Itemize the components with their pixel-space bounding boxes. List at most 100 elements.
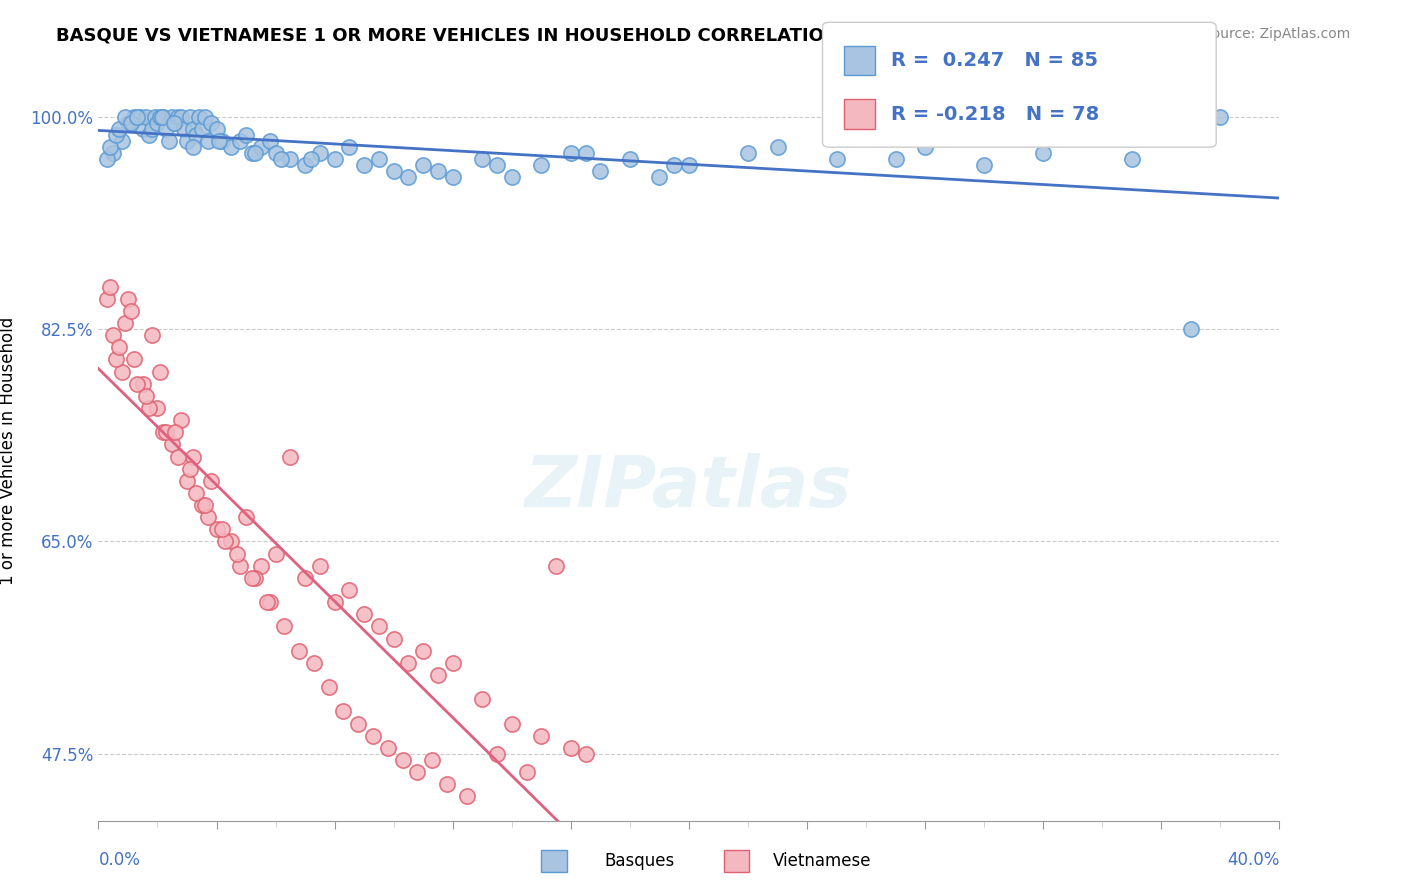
- Point: [162, 110, 183, 124]
- Text: 0.0%: 0.0%: [98, 851, 141, 869]
- Point: [391, 753, 413, 767]
- Point: [125, 376, 148, 391]
- Point: [120, 116, 142, 130]
- Point: [353, 607, 375, 622]
- Point: [560, 146, 582, 161]
- Point: [167, 110, 190, 124]
- Point: [412, 644, 434, 658]
- Point: [162, 437, 183, 451]
- Point: [264, 146, 287, 161]
- Point: [353, 158, 375, 172]
- Point: [163, 116, 186, 130]
- Point: [184, 486, 207, 500]
- Point: [318, 680, 340, 694]
- Point: [176, 474, 198, 488]
- Point: [152, 110, 174, 124]
- Point: [105, 128, 128, 142]
- Point: [339, 582, 361, 597]
- Point: [973, 158, 995, 172]
- Point: [128, 110, 150, 124]
- Point: [294, 571, 316, 585]
- Point: [135, 110, 157, 124]
- Point: [560, 740, 582, 755]
- Point: [187, 110, 209, 124]
- Point: [235, 510, 257, 524]
- Point: [243, 146, 266, 161]
- Point: [1121, 152, 1143, 166]
- Point: [165, 116, 187, 130]
- Point: [170, 413, 193, 427]
- Point: [96, 152, 118, 166]
- Point: [176, 134, 198, 148]
- Text: Source: ZipAtlas.com: Source: ZipAtlas.com: [1202, 27, 1350, 41]
- Text: 40.0%: 40.0%: [1227, 851, 1279, 869]
- Text: Basques: Basques: [605, 852, 675, 870]
- Point: [135, 389, 157, 403]
- Text: R =  0.247   N = 85: R = 0.247 N = 85: [891, 51, 1098, 70]
- Point: [197, 510, 219, 524]
- Point: [108, 121, 131, 136]
- Point: [200, 474, 222, 488]
- Point: [406, 765, 429, 780]
- Point: [211, 522, 233, 536]
- Point: [648, 170, 671, 185]
- Point: [205, 522, 228, 536]
- Point: [368, 152, 391, 166]
- Point: [96, 292, 118, 306]
- Point: [1180, 322, 1202, 336]
- Point: [441, 656, 464, 670]
- Point: [197, 134, 219, 148]
- Point: [132, 376, 155, 391]
- Point: [309, 558, 332, 573]
- Point: [273, 619, 295, 633]
- Point: [339, 140, 361, 154]
- Point: [122, 110, 145, 124]
- Point: [766, 140, 789, 154]
- Point: [259, 595, 281, 609]
- Point: [149, 110, 172, 124]
- Point: [221, 534, 243, 549]
- Point: [420, 753, 443, 767]
- Point: [240, 146, 263, 161]
- Point: [299, 152, 322, 166]
- Point: [194, 498, 217, 512]
- Point: [619, 152, 641, 166]
- Point: [152, 425, 174, 440]
- Point: [288, 644, 311, 658]
- Point: [221, 140, 243, 154]
- Point: [332, 705, 354, 719]
- Point: [114, 110, 136, 124]
- Point: [412, 158, 434, 172]
- Point: [155, 121, 177, 136]
- Point: [270, 152, 292, 166]
- Point: [98, 140, 121, 154]
- Point: [226, 547, 249, 561]
- Point: [1032, 146, 1054, 161]
- Point: [103, 146, 125, 161]
- Point: [256, 595, 278, 609]
- Point: [111, 134, 134, 148]
- Point: [146, 401, 169, 415]
- Point: [229, 558, 252, 573]
- Point: [132, 121, 155, 136]
- Point: [243, 571, 266, 585]
- Point: [179, 110, 201, 124]
- Point: [323, 595, 346, 609]
- Point: [120, 304, 142, 318]
- Point: [678, 158, 700, 172]
- Point: [441, 170, 464, 185]
- Point: [141, 328, 163, 343]
- Point: [250, 558, 273, 573]
- Point: [575, 747, 598, 761]
- Point: [530, 729, 553, 743]
- Point: [117, 292, 139, 306]
- Point: [382, 632, 405, 646]
- Point: [191, 498, 214, 512]
- Point: [436, 777, 458, 791]
- Text: BASQUE VS VIETNAMESE 1 OR MORE VEHICLES IN HOUSEHOLD CORRELATION CHART: BASQUE VS VIETNAMESE 1 OR MORE VEHICLES …: [56, 27, 912, 45]
- Point: [155, 425, 177, 440]
- Point: [471, 152, 494, 166]
- Point: [302, 656, 325, 670]
- Point: [114, 316, 136, 330]
- Point: [361, 729, 384, 743]
